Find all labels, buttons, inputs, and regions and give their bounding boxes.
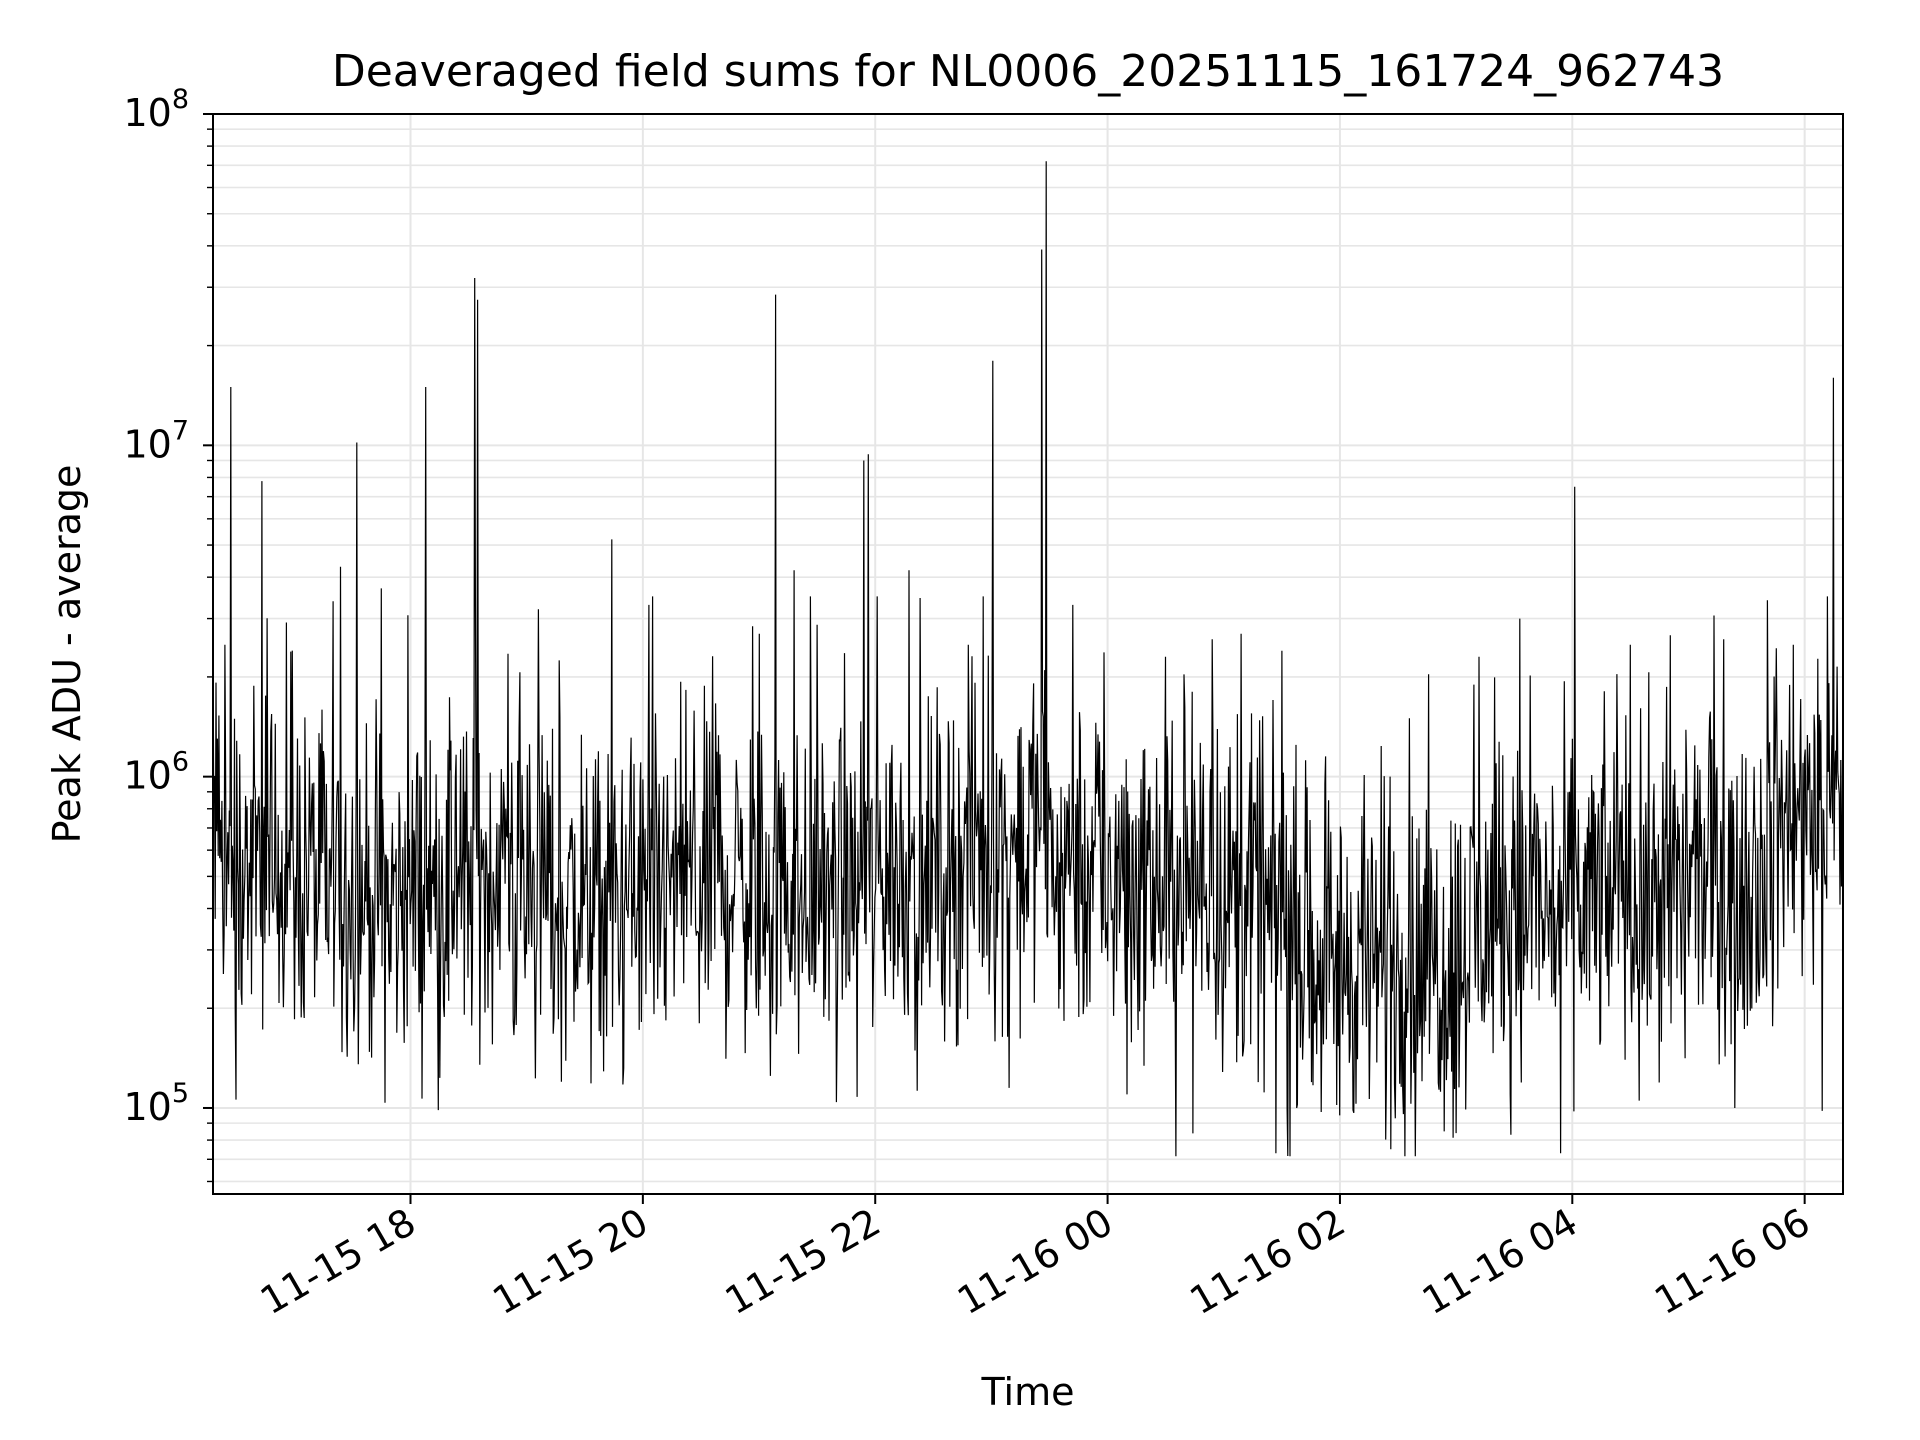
y-tick-exponent: 5 xyxy=(172,1078,189,1109)
y-tick-label: 107 xyxy=(123,415,189,466)
series-line xyxy=(212,161,1844,1157)
y-tick-label: 108 xyxy=(123,84,189,135)
y-tick-base: 10 xyxy=(123,1085,171,1129)
plot-frame xyxy=(212,113,1844,1195)
y-tick-exponent: 7 xyxy=(172,415,189,446)
chart-title: Deaveraged field sums for NL0006_2025111… xyxy=(332,46,1724,97)
x-axis-label: Time xyxy=(981,1370,1075,1414)
y-tick-label: 106 xyxy=(123,747,189,798)
y-tick-base: 10 xyxy=(123,422,171,466)
y-axis-label: Peak ADU - average xyxy=(45,465,89,844)
y-tick-exponent: 8 xyxy=(172,84,189,115)
y-tick-label: 105 xyxy=(123,1078,189,1129)
y-tick-exponent: 6 xyxy=(172,747,189,778)
y-tick-base: 10 xyxy=(123,754,171,798)
y-tick-base: 10 xyxy=(123,91,171,135)
